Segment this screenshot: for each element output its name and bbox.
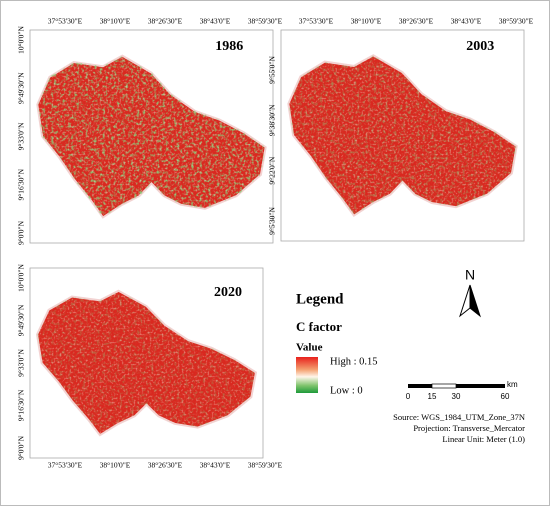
scale-label: 30 [452,392,461,401]
scale-unit: km [507,380,518,389]
lon-label: 37°53'30"E [48,17,83,26]
lat-label: 10°0'0"N [17,26,26,54]
north-arrow-right [469,284,481,318]
scale-seg [431,383,457,389]
lon-label: 38°59'30"E [248,17,283,26]
lon-label: 38°10'0"E [100,461,131,470]
lon-label: 38°10'0"E [100,17,131,26]
lat-label: 9°55'0"N [268,56,277,84]
map-panels: 1986 37°53'30"E 38°10'0"E 38°26'30"E 38°43'0… [17,17,534,470]
lon-label: 38°43'0"E [200,17,231,26]
lat-label: 9°16'30"N [17,168,26,200]
year-label: 1986 [215,39,243,54]
lat-label: 10°0'0"N [17,264,26,292]
source-line: Source: WGS_1984_UTM_Zone_37N [393,412,525,422]
lon-label: 38°43'0"E [200,461,231,470]
legend-layer: C factor [296,319,342,334]
year-label: 2020 [214,285,242,300]
year-label: 2003 [466,39,494,54]
region-light [37,55,266,218]
lon-label: 38°10'0"E [351,17,382,26]
legend-field: Value [296,342,323,354]
scale-label: 0 [406,392,411,401]
lat-label: 9°0'0"N [17,220,26,245]
scale-bar [408,383,505,389]
region-light [288,55,517,216]
lat-label: 9°0'0"N [17,435,26,460]
lon-label: 38°26'30"E [399,17,434,26]
lat-label: 9°49'30"N [17,304,26,336]
legend-high: High : 0.15 [330,356,378,367]
legend-title: Legend [296,291,344,307]
lat-label: 9°33'0"N [17,349,26,377]
scale-label: 60 [501,392,510,401]
lon-label: 38°43'0"E [451,17,482,26]
lon-label: 38°26'30"E [148,17,183,26]
legend-low: Low : 0 [330,385,363,396]
lon-label: 37°53'30"E [299,17,334,26]
lon-label: 38°59'30"E [499,17,534,26]
scale-seg [408,384,432,388]
legend-ramp [296,357,318,393]
lat-label: 9°38'30"N [268,104,277,136]
region-light [37,290,256,436]
lat-label: 9°33'0"N [17,122,26,150]
lat-label: 9°22'0"N [268,156,277,184]
lon-label: 37°53'30"E [48,461,83,470]
scale-label: 15 [428,392,437,401]
lon-label: 38°59'30"E [248,461,283,470]
source-line: Linear Unit: Meter (1.0) [442,434,525,444]
lat-label: 9°5'30"N [268,207,277,235]
lat-label: 9°16'30"N [17,389,26,421]
lon-label: 38°26'30"E [148,461,183,470]
scale-seg [456,384,505,388]
lat-label: 9°49'30"N [17,72,26,104]
north-label: N [465,267,475,283]
north-arrow: N [459,267,481,318]
source-line: Projection: Transverse_Mercator [413,423,525,433]
